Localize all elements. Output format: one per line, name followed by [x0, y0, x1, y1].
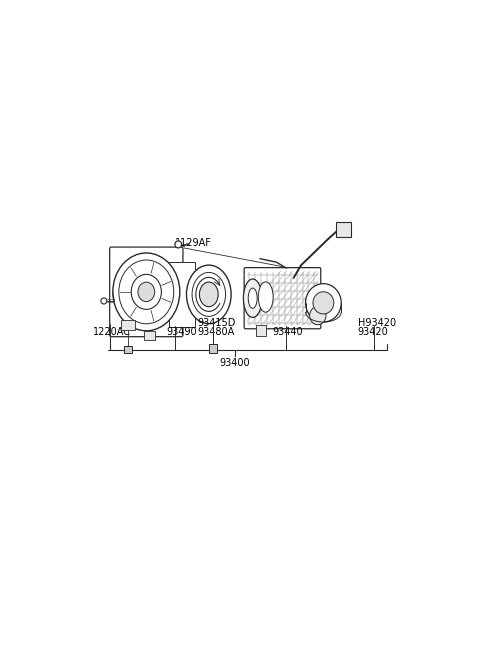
Text: 93420: 93420 [358, 327, 388, 337]
FancyBboxPatch shape [244, 268, 321, 329]
Ellipse shape [186, 265, 231, 323]
Text: 1220AC: 1220AC [93, 327, 131, 337]
Text: H93420: H93420 [358, 318, 396, 328]
Ellipse shape [199, 282, 218, 307]
Ellipse shape [101, 298, 107, 304]
Ellipse shape [258, 282, 273, 312]
Ellipse shape [119, 260, 174, 324]
Ellipse shape [313, 292, 334, 314]
Text: 93490: 93490 [166, 327, 197, 337]
Ellipse shape [310, 306, 326, 325]
Ellipse shape [192, 272, 226, 316]
Text: 1129AF: 1129AF [175, 238, 212, 248]
Ellipse shape [248, 288, 257, 308]
Bar [209, 344, 217, 354]
FancyBboxPatch shape [109, 247, 183, 337]
Ellipse shape [175, 241, 181, 248]
Ellipse shape [138, 282, 155, 302]
Bar [124, 346, 132, 354]
Bar [336, 222, 350, 237]
Bar [121, 320, 134, 330]
Text: 93415D: 93415D [197, 318, 235, 328]
Text: 93480A: 93480A [197, 327, 234, 337]
Bar [168, 262, 195, 327]
Bar [256, 325, 266, 337]
Ellipse shape [305, 283, 341, 322]
Ellipse shape [243, 279, 262, 318]
Text: 93440: 93440 [272, 327, 303, 337]
Ellipse shape [113, 253, 180, 331]
Bar [144, 331, 155, 340]
Text: 93400: 93400 [219, 358, 250, 367]
Ellipse shape [131, 274, 161, 310]
